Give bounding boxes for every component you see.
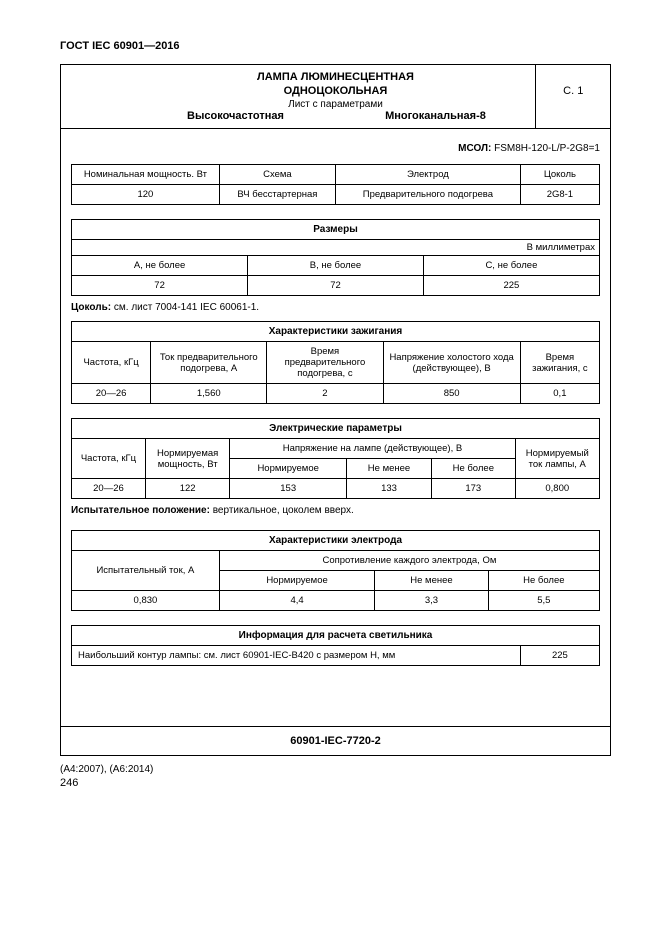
- electrical-table: Частота, кГц Нормируемая мощность, Вт На…: [71, 438, 600, 499]
- msol-label: МСОЛ:: [458, 143, 491, 154]
- ign-header: Частота, кГц: [72, 342, 151, 384]
- elc-value: 0,830: [72, 591, 220, 611]
- subtitle-left: Высокочастотная: [135, 110, 335, 122]
- msol-line: МСОЛ: FSM8H-120-L/P-2G8=1: [71, 143, 600, 154]
- dimensions-title: Размеры: [72, 220, 599, 240]
- subtitle-right: Многоканальная-8: [335, 110, 535, 122]
- ign-value: 1,560: [151, 384, 267, 404]
- dim-value: 72: [248, 276, 424, 296]
- el-header: Напряжение на лампе (действующее), В: [230, 439, 515, 459]
- el-value: 20—26: [72, 479, 146, 499]
- page-number: 246: [60, 777, 611, 789]
- el-value: 153: [230, 479, 347, 499]
- msol-value: FSM8H-120-L/P-2G8=1: [494, 143, 600, 154]
- el-subheader: Не менее: [346, 459, 431, 479]
- el-value: 133: [346, 479, 431, 499]
- basic-params-table: Номинальная мощность. Вт Схема Электрод …: [71, 164, 600, 205]
- cap-note: Цоколь: см. лист 7004-141 IEC 60061-1.: [71, 302, 600, 313]
- elc-value: 5,5: [488, 591, 599, 611]
- document-standard-header: ГОСТ IEC 60901—2016: [60, 40, 611, 52]
- el-value: 122: [145, 479, 229, 499]
- basic-header: Электрод: [335, 165, 520, 185]
- dim-value: 225: [423, 276, 599, 296]
- dim-header: В, не более: [248, 256, 424, 276]
- ign-value: 0,1: [520, 384, 599, 404]
- datasheet-frame: ЛАМПА ЛЮМИНЕСЦЕНТНАЯ ОДНОЦОКОЛЬНАЯ Лист …: [60, 64, 611, 756]
- test-position-label: Испытательное положение:: [71, 505, 210, 516]
- el-value: 0,800: [515, 479, 599, 499]
- elc-value: 4,4: [219, 591, 374, 611]
- title-subtitle: Лист с параметрами: [135, 99, 535, 110]
- elc-subheader: Не более: [488, 571, 599, 591]
- ignition-title: Характеристики зажигания: [71, 321, 600, 341]
- cap-note-label: Цоколь:: [71, 302, 111, 313]
- el-subheader: Нормируемое: [230, 459, 347, 479]
- test-position-text: вертикальное, цоколем вверх.: [210, 505, 354, 516]
- electrode-table: Испытательный ток, А Сопротивление каждо…: [71, 550, 600, 611]
- dim-header: С, не более: [423, 256, 599, 276]
- basic-value: 120: [72, 185, 220, 205]
- ign-value: 2: [267, 384, 383, 404]
- basic-value: 2G8-1: [520, 185, 599, 205]
- dim-header: А, не более: [72, 256, 248, 276]
- basic-value: ВЧ бесстартерная: [219, 185, 335, 205]
- el-header: Нормируемый ток лампы, А: [515, 439, 599, 479]
- title-block: ЛАМПА ЛЮМИНЕСЦЕНТНАЯ ОДНОЦОКОЛЬНАЯ Лист …: [61, 65, 610, 129]
- elc-subheader: Не менее: [375, 571, 488, 591]
- title-line-1: ЛАМПА ЛЮМИНЕСЦЕНТНАЯ: [135, 71, 535, 83]
- ignition-table: Частота, кГц Ток предварительного подогр…: [71, 341, 600, 404]
- el-header: Нормируемая мощность, Вт: [145, 439, 229, 479]
- dim-value: 72: [72, 276, 248, 296]
- ign-header: Напряжение холостого хода (действующее),…: [383, 342, 520, 384]
- electrode-title: Характеристики электрода: [71, 530, 600, 550]
- elc-header: Сопротивление каждого электрода, Ом: [219, 551, 599, 571]
- amendments: (А4:2007), (А6:2014): [60, 764, 611, 775]
- luminaire-label: Наибольший контур лампы: см. лист 60901-…: [72, 646, 521, 666]
- elc-header: Испытательный ток, А: [72, 551, 220, 591]
- el-subheader: Не более: [432, 459, 515, 479]
- ign-header: Ток предварительного подогрева, А: [151, 342, 267, 384]
- luminaire-title: Информация для расчета светильника: [71, 625, 600, 645]
- elc-subheader: Нормируемое: [219, 571, 374, 591]
- dimensions-block: Размеры В миллиметрах А, не более В, не …: [71, 219, 600, 296]
- ign-value: 20—26: [72, 384, 151, 404]
- basic-value: Предварительного подогрева: [335, 185, 520, 205]
- sheet-page-marker: С. 1: [535, 65, 610, 128]
- dimensions-unit: В миллиметрах: [72, 240, 599, 255]
- basic-header: Схема: [219, 165, 335, 185]
- luminaire-value: 225: [520, 646, 599, 666]
- test-position-note: Испытательное положение: вертикальное, ц…: [71, 505, 600, 516]
- footer-sheet-code: 60901-IEC-7720-2: [61, 726, 610, 755]
- title-line-2: ОДНОЦОКОЛЬНАЯ: [135, 85, 535, 97]
- ign-header: Время зажигания, с: [520, 342, 599, 384]
- elc-value: 3,3: [375, 591, 488, 611]
- ign-value: 850: [383, 384, 520, 404]
- ign-header: Время предварительного подогрева, с: [267, 342, 383, 384]
- el-value: 173: [432, 479, 515, 499]
- el-header: Частота, кГц: [72, 439, 146, 479]
- basic-header: Номинальная мощность. Вт: [72, 165, 220, 185]
- basic-header: Цоколь: [520, 165, 599, 185]
- cap-note-text: см. лист 7004-141 IEC 60061-1.: [111, 302, 259, 313]
- luminaire-table: Наибольший контур лампы: см. лист 60901-…: [71, 645, 600, 666]
- electrical-title: Электрические параметры: [71, 418, 600, 438]
